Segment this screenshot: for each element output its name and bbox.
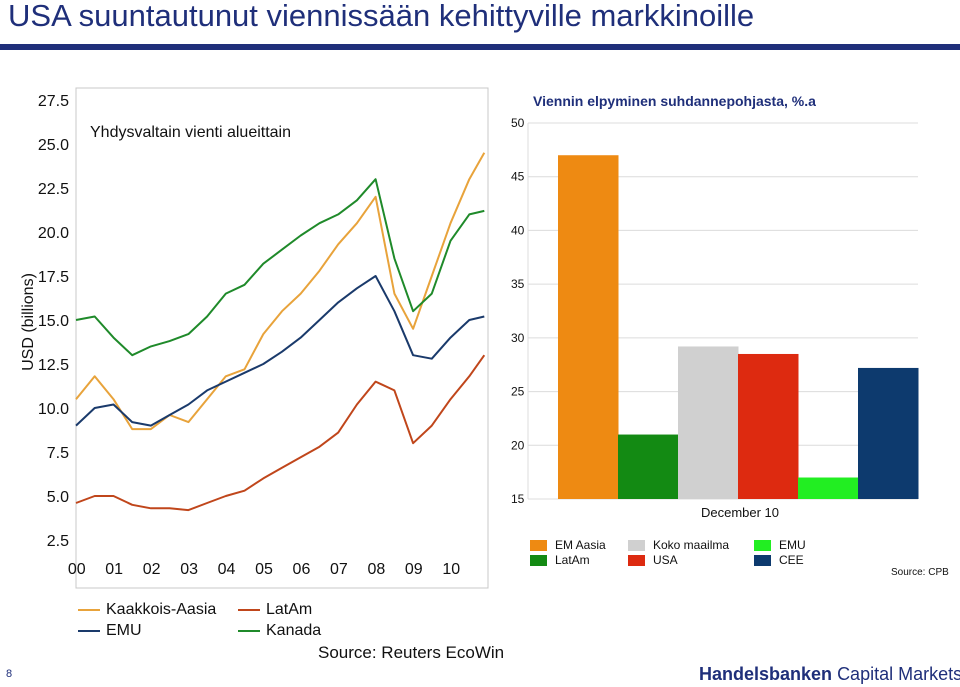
left-y-tick-label: 22.5 <box>38 181 69 198</box>
left-x-tick-label: 10 <box>442 561 460 578</box>
legend-koko-maailma: Koko maailma <box>628 538 729 552</box>
legend-line-icon <box>78 629 100 632</box>
right-y-tick-label: 25 <box>511 385 525 399</box>
bar-category-label: December 10 <box>700 505 780 520</box>
bar-latam <box>618 434 679 499</box>
right-y-tick-label: 50 <box>511 116 525 130</box>
left-x-tick-label: 01 <box>105 561 123 578</box>
left-x-ticks: 00 01 02 03 04 05 06 07 08 09 10 <box>68 561 460 578</box>
series-line-latam <box>75 354 486 512</box>
left-y-tick-label: 17.5 <box>38 269 69 286</box>
left-x-tick-label: 07 <box>330 561 348 578</box>
left-line-chart: Yhdysvaltain vienti alueittain USD (bill… <box>20 87 489 589</box>
bar-emu <box>798 477 859 499</box>
right-y-tick-label: 45 <box>511 170 525 184</box>
right-bars-group <box>558 155 919 499</box>
left-x-tick-label: 03 <box>180 561 198 578</box>
right-y-tick-label: 15 <box>511 492 525 506</box>
page-title: USA suuntautunut viennissään kehittyvill… <box>8 0 755 33</box>
left-x-tick-label: 04 <box>218 561 236 578</box>
left-x-tick-label: 08 <box>367 561 385 578</box>
legend-swatch-icon <box>628 540 645 552</box>
legend-line-icon <box>238 629 260 632</box>
left-series-group <box>75 152 486 512</box>
left-y-tick-label: 2.5 <box>47 533 69 550</box>
legend-usa: USA <box>628 553 678 567</box>
left-y-tick-label: 15.0 <box>38 313 69 330</box>
left-y-tick-label: 25.0 <box>38 137 69 154</box>
bar-koko-maailma <box>678 346 739 499</box>
left-x-tick-label: 06 <box>293 561 311 578</box>
right-y-tick-label: 20 <box>511 438 525 452</box>
legend-cee: CEE <box>754 553 804 567</box>
right-gridlines <box>527 122 918 500</box>
series-line-kaakkois-aasia <box>75 152 486 431</box>
brand-logo: Handelsbanken Capital Markets <box>699 664 960 685</box>
right-y-tick-label: 30 <box>511 331 525 345</box>
right-chart-title: Viennin elpyminen suhdannepohjasta, %.a <box>533 93 816 109</box>
legend-emu: EMU <box>78 622 142 640</box>
page-number: 8 <box>6 668 13 680</box>
left-y-tick-label: 27.5 <box>38 93 69 110</box>
right-source: Source: CPB <box>891 567 949 578</box>
series-line-kanada <box>75 178 485 357</box>
bar-cee <box>858 367 919 499</box>
right-y-tick-label: 35 <box>511 277 525 291</box>
legend-em-aasia: EM Aasia <box>530 538 606 552</box>
left-y-tick-label: 5.0 <box>47 489 69 506</box>
left-x-tick-label: 09 <box>405 561 423 578</box>
left-x-tick-label: 02 <box>143 561 161 578</box>
legend-line-icon <box>238 608 260 611</box>
left-chart-title: Yhdysvaltain vienti alueittain <box>90 124 291 141</box>
brand-name: Handelsbanken <box>699 664 833 684</box>
left-x-tick-label: 05 <box>255 561 273 578</box>
left-y-ticks: 2.5 5.0 7.5 10.0 12.5 15.0 17.5 20.0 22.5 25.0 27.… <box>38 93 69 550</box>
legend-swatch-icon <box>628 555 645 567</box>
legend-latam: LatAm <box>238 601 312 619</box>
legend-emu-bar: EMU <box>754 538 806 552</box>
series-line-emu <box>75 275 485 427</box>
left-source: Source: Reuters EcoWin <box>318 643 505 662</box>
title-rule <box>0 44 960 50</box>
legend-swatch-icon <box>754 540 771 552</box>
legend-latam-bar: LatAm <box>530 553 590 567</box>
left-plot-frame <box>75 87 489 589</box>
legend-swatch-icon <box>530 540 547 552</box>
brand-suffix: Capital Markets <box>837 664 960 684</box>
left-y-axis-label: USD (billions) <box>20 273 37 371</box>
legend-kaakkois-aasia: Kaakkois-Aasia <box>78 601 216 619</box>
right-y-tick-label: 40 <box>511 223 525 237</box>
left-y-tick-label: 12.5 <box>38 357 69 374</box>
left-y-tick-label: 20.0 <box>38 225 69 242</box>
legend-swatch-icon <box>530 555 547 567</box>
left-y-tick-label: 7.5 <box>47 445 69 462</box>
bar-em-aasia <box>558 155 619 499</box>
left-y-tick-label: 10.0 <box>38 401 69 418</box>
legend-line-icon <box>78 608 100 611</box>
left-x-tick-label: 00 <box>68 561 86 578</box>
legend-kanada: Kanada <box>238 622 321 640</box>
legend-swatch-icon <box>754 555 771 567</box>
right-y-ticks: 15 20 25 30 35 40 45 50 <box>511 116 525 506</box>
bar-usa <box>738 353 799 499</box>
